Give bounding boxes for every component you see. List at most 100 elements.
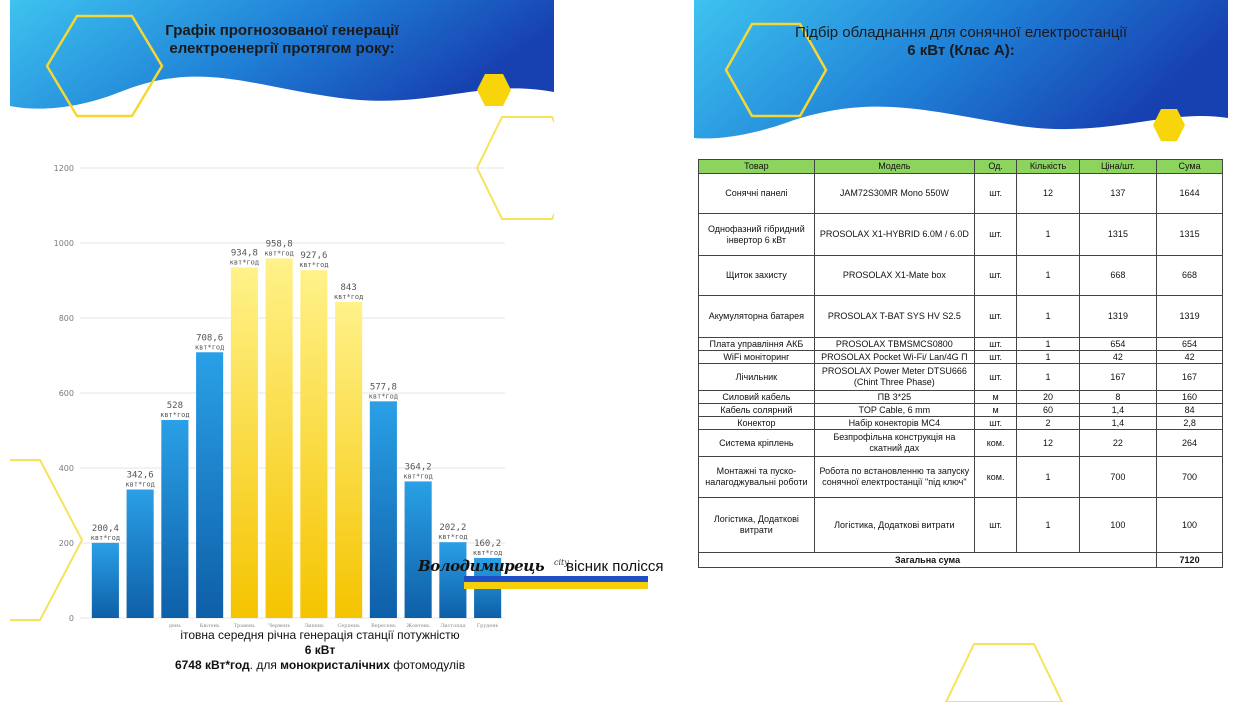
y-tick-label: 1200 [54, 164, 74, 173]
cell-model: PROSOLAX T-BAT SYS HV S2.5 [813, 295, 975, 338]
y-tick-label: 400 [59, 464, 74, 473]
bar-unit-label: квт*год [473, 549, 503, 557]
table-row: WiFi моніторинг PROSOLAX Pocket Wi-Fi/ La… [698, 350, 1223, 364]
cell-price: 1,4 [1078, 403, 1158, 417]
cell-item: Щиток захисту [698, 255, 815, 296]
cell-model: Безпрофільна конструкція на скатний дах [813, 429, 975, 457]
cell-unit: шт. [973, 337, 1018, 351]
cell-item: WiFi моніторинг [698, 350, 815, 364]
y-tick-label: 0 [69, 614, 74, 623]
cell-model: PROSOLAX Power Meter DTSU666 (Chint Thre… [813, 363, 975, 391]
bar-unit-label: квт*год [91, 534, 121, 542]
cell-model: Робота по встановленню та запуску сонячн… [813, 456, 975, 498]
cell-qty: 1 [1016, 337, 1080, 351]
cell-model: ПВ 3*25 [813, 390, 975, 404]
table-row: Монтажні та пуско-налагоджувальні роботи… [698, 456, 1223, 498]
cell-item: Конектор [698, 416, 815, 430]
cell-price: 100 [1078, 497, 1158, 553]
cell-model: Набір конекторів MC4 [813, 416, 975, 430]
header-item: Товар [698, 159, 815, 174]
caption-mono: монокристалічних [280, 658, 390, 672]
equipment-title-line1: Підбір обладнання для сонячної електрост… [794, 24, 1128, 41]
cell-item: Монтажні та пуско-налагоджувальні роботи [698, 456, 815, 498]
cell-unit: м [973, 390, 1018, 404]
cell-unit: м [973, 403, 1018, 417]
bar [161, 420, 189, 618]
cell-item: Кабель солярний [698, 403, 815, 417]
total-value: 7120 [1156, 552, 1223, 568]
x-tick-label: Грудень [477, 623, 499, 629]
table-total-row: Загальна сума 7120 [697, 552, 1223, 568]
cell-qty: 1 [1016, 363, 1080, 391]
cell-price: 1315 [1078, 213, 1158, 256]
header-price: Ціна/шт. [1078, 159, 1158, 174]
cell-qty: 2 [1016, 416, 1080, 430]
cell-sum: 2,8 [1156, 416, 1223, 430]
slide-banner [10, 0, 554, 109]
chart-caption: ітовна середня річна генерація станції п… [160, 628, 480, 673]
cell-qty: 1 [1016, 295, 1080, 338]
cell-unit: шт. [973, 213, 1018, 256]
cell-item: Сонячні панелі [698, 173, 815, 214]
bar-value-label: 200,4 [92, 524, 119, 534]
cell-qty: 12 [1016, 173, 1080, 214]
hexagon-yellow-icon [477, 74, 511, 106]
x-tick-label: Вересень [371, 623, 396, 629]
cell-unit: шт. [973, 363, 1018, 391]
cell-model: JAM72S30MR Mono 550W [813, 173, 975, 214]
cell-model: PROSOLAX X1-HYBRID 6.0M / 6.0D [813, 213, 975, 256]
cell-sum: 42 [1156, 350, 1223, 364]
cell-unit: шт. [973, 173, 1018, 214]
caption-rest: . для [249, 658, 281, 672]
cell-model: PROSOLAX Pocket Wi-Fi/ Lan/4G П [813, 350, 975, 364]
bar [196, 352, 224, 618]
cell-model: PROSOLAX TBMSMCS0800 [813, 337, 975, 351]
cell-price: 700 [1078, 456, 1158, 498]
cell-model: Логістика, Додаткові витрати [813, 497, 975, 553]
header-model: Модель [813, 159, 975, 174]
bar-unit-label: квт*год [160, 411, 190, 419]
cell-unit: шт. [973, 416, 1018, 430]
equipment-title: Підбір обладнання для сонячної електрост… [694, 24, 1228, 60]
generation-bar-chart: 020040060080010001200200,4квт*год342,6кв… [54, 164, 505, 629]
cell-sum: 167 [1156, 363, 1223, 391]
header-qty: Кількість [1016, 159, 1080, 174]
cell-qty: 1 [1016, 497, 1080, 553]
cell-price: 654 [1078, 337, 1158, 351]
equipment-slide: Підбір обладнання для сонячної електрост… [694, 0, 1228, 702]
bar [265, 258, 293, 618]
table-row: Однофазний гібридний інвертор 6 кВт PROSO… [698, 213, 1223, 256]
hexagon-outline-icon [10, 459, 84, 621]
cell-sum: 1315 [1156, 213, 1223, 256]
watermark-logo: Володимирець city вісник полісся [418, 556, 688, 592]
cell-sum: 1644 [1156, 173, 1223, 214]
cell-item: Логістика, Додаткові витрати [698, 497, 815, 553]
bar-value-label: 934,8 [231, 248, 258, 258]
cell-qty: 1 [1016, 255, 1080, 296]
bar-value-label: 160,2 [474, 539, 501, 549]
x-tick-label: Травень [234, 623, 256, 629]
table-row: Конектор Набір конекторів MC4 шт. 2 1,4 2,8 [698, 416, 1223, 430]
x-tick-label: день [169, 623, 181, 629]
caption-end: фотомодулів [389, 658, 466, 672]
header-unit: Од. [973, 159, 1018, 174]
cell-price: 1319 [1078, 295, 1158, 338]
cell-unit: шт. [973, 255, 1018, 296]
cell-unit: ком. [973, 429, 1018, 457]
cell-price: 137 [1078, 173, 1158, 214]
cell-sum: 1319 [1156, 295, 1223, 338]
cell-price: 22 [1078, 429, 1158, 457]
table-body: Сонячні панелі JAM72S30MR Mono 550W шт. 12 1… [698, 173, 1223, 553]
x-tick-label: Квітень [200, 623, 220, 629]
table-row: Щиток захисту PROSOLAX X1-Mate box шт. 1 668… [698, 255, 1223, 296]
bar [126, 489, 154, 618]
bar-unit-label: квт*год [334, 293, 364, 301]
bar-unit-label: квт*год [299, 261, 329, 269]
table-row: Плата управління АКБ PROSOLAX TBMSMCS0800… [698, 337, 1223, 351]
cell-unit: шт. [973, 350, 1018, 364]
bar-unit-label: квт*год [195, 343, 225, 351]
equipment-table: Товар Модель Од. Кількість Ціна/шт. Сума… [697, 159, 1223, 568]
cell-qty: 60 [1016, 403, 1080, 417]
slide-banner [694, 0, 1228, 139]
bar-value-label: 528 [167, 401, 183, 411]
